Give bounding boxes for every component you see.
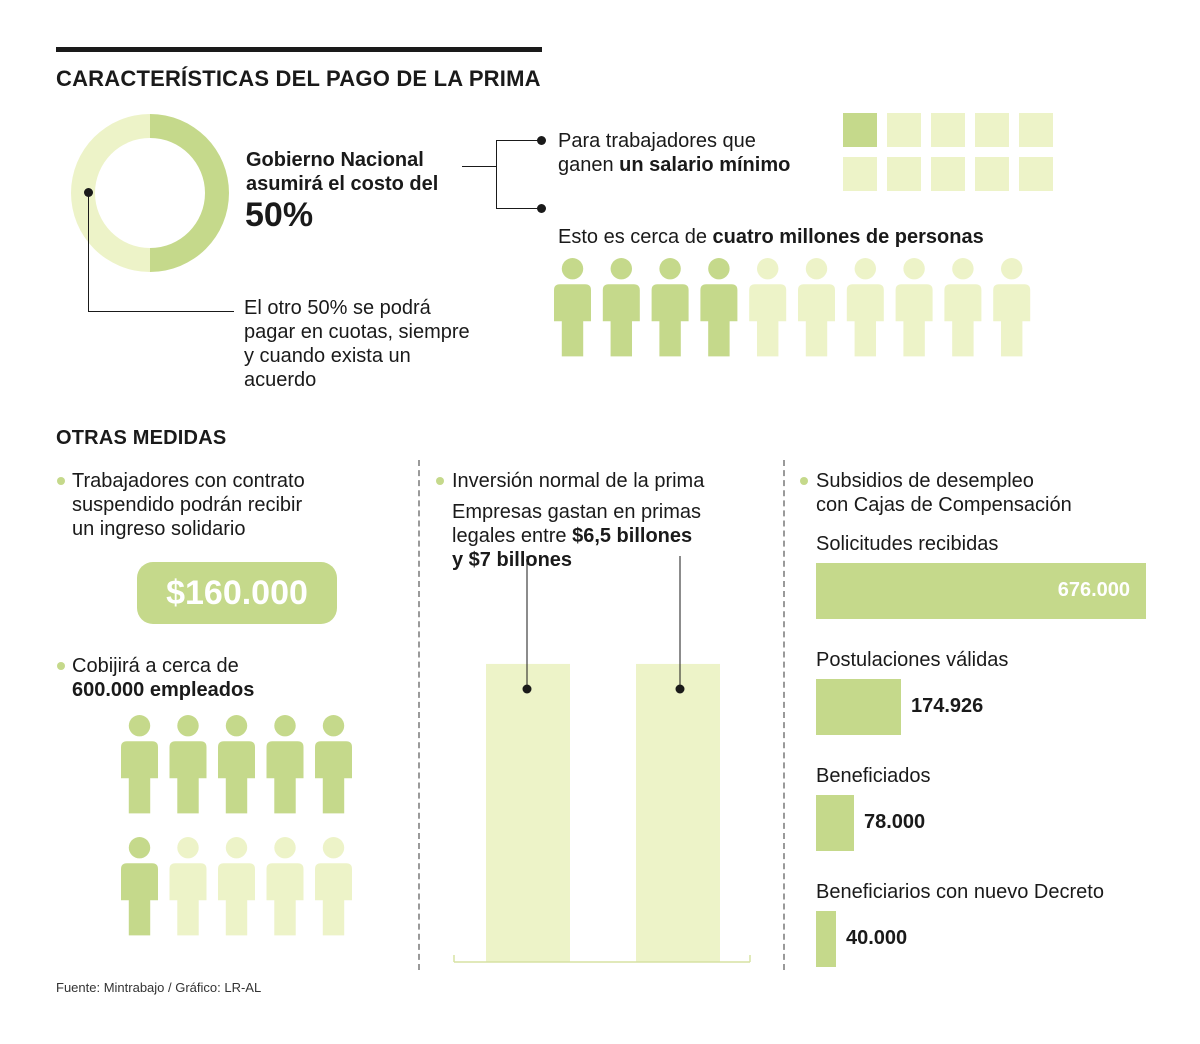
bracket-line <box>496 140 540 141</box>
bracket-dot <box>537 204 546 213</box>
bullet-icon <box>800 477 808 485</box>
bullet-icon <box>436 477 444 485</box>
person-icon <box>700 258 738 357</box>
source-note: Fuente: Mintrabajo / Gráfico: LR-AL <box>56 980 262 995</box>
investment-chart <box>453 556 751 963</box>
grid-cell <box>1019 157 1053 191</box>
grid-cell <box>887 113 921 147</box>
leader-dot <box>675 684 685 694</box>
person-icon <box>266 715 304 814</box>
column-title: Inversión normal de la prima <box>452 470 705 492</box>
page-title: CARACTERÍSTICAS DEL PAGO DE LA PRIMA <box>56 66 541 91</box>
person-icon <box>315 837 352 936</box>
column-title: Subsidios de desempleo con Cajas de Comp… <box>816 470 1072 516</box>
grid-cell <box>887 157 921 191</box>
people-text: Esto es cerca de cuatro millones de pers… <box>558 226 984 248</box>
donut-slice <box>71 114 150 272</box>
grid-cell <box>975 157 1009 191</box>
donut-label: Gobierno Nacional asumirá el costo del <box>246 149 439 195</box>
grid-cell <box>931 157 965 191</box>
person-icon <box>218 837 255 936</box>
person-icon <box>266 837 304 936</box>
person-icon <box>121 837 158 936</box>
employees-pictogram <box>121 715 352 936</box>
investment-text: Empresas gastan en primas legales entre … <box>452 501 702 571</box>
bracket-dot <box>537 136 546 145</box>
person-icon <box>798 258 835 357</box>
subsidy-bar <box>816 911 836 967</box>
person-icon <box>315 715 352 814</box>
person-icon <box>651 258 689 357</box>
person-icon <box>749 258 787 357</box>
person-icon <box>218 715 255 814</box>
donut-chart <box>71 114 229 272</box>
bullet-icon <box>57 662 65 670</box>
bar-category-label: Postulaciones válidas <box>816 649 1009 671</box>
section-title: OTRAS MEDIDAS <box>56 427 227 449</box>
bar-category-label: Beneficiados <box>816 765 931 787</box>
min-wage-text: Para trabajadores que ganen un salario m… <box>558 130 791 176</box>
person-icon <box>993 258 1031 357</box>
connector-line <box>88 311 234 312</box>
column-divider <box>418 460 420 970</box>
bracket-line <box>496 140 497 208</box>
other-half-note: El otro 50% se podrá pagar en cuotas, si… <box>244 297 470 391</box>
person-icon <box>846 258 884 357</box>
person-icon <box>169 715 207 814</box>
bracket-line <box>462 166 496 167</box>
bracket-line <box>496 208 540 209</box>
subsidy-bar <box>816 679 901 735</box>
amount-badge: $160.000 <box>137 562 337 624</box>
bar-category-label: Solicitudes recibidas <box>816 533 999 555</box>
bar-value-label: 676.000 <box>1057 579 1130 601</box>
investment-bar <box>486 663 570 962</box>
person-icon <box>169 837 207 936</box>
grid-cell <box>843 157 877 191</box>
leader-dot <box>522 684 532 694</box>
person-icon <box>121 715 158 814</box>
grid-cell <box>975 113 1009 147</box>
person-icon <box>554 258 591 357</box>
people-pictogram <box>554 258 1031 357</box>
person-icon <box>602 258 640 357</box>
bar-category-label: Beneficiarios con nuevo Decreto <box>816 881 1104 903</box>
min-wage-grid <box>843 113 1053 191</box>
bar-value-label: 174.926 <box>911 695 984 717</box>
subsidy-chart: Solicitudes recibidas 676.000 Postulacione… <box>816 530 1156 980</box>
bar-value-label: 78.000 <box>864 811 926 833</box>
column-divider <box>783 460 785 970</box>
grid-cell <box>931 113 965 147</box>
income-text: Trabajadores con contrato suspendido pod… <box>72 470 305 540</box>
donut-percent: 50% <box>245 196 314 234</box>
bar-value-label: 40.000 <box>846 927 908 949</box>
coverage-text: Cobijirá a cerca de 600.000 empleados <box>72 655 255 701</box>
person-icon <box>944 258 982 357</box>
bullet-icon <box>57 477 65 485</box>
donut-slice <box>150 114 229 272</box>
investment-bar <box>636 663 720 962</box>
person-icon <box>895 258 933 357</box>
grid-cell <box>1019 113 1053 147</box>
title-rule <box>56 47 542 52</box>
connector-line <box>88 192 89 312</box>
subsidy-bar <box>816 563 1146 619</box>
grid-cell <box>843 113 877 147</box>
subsidy-bar <box>816 795 854 851</box>
